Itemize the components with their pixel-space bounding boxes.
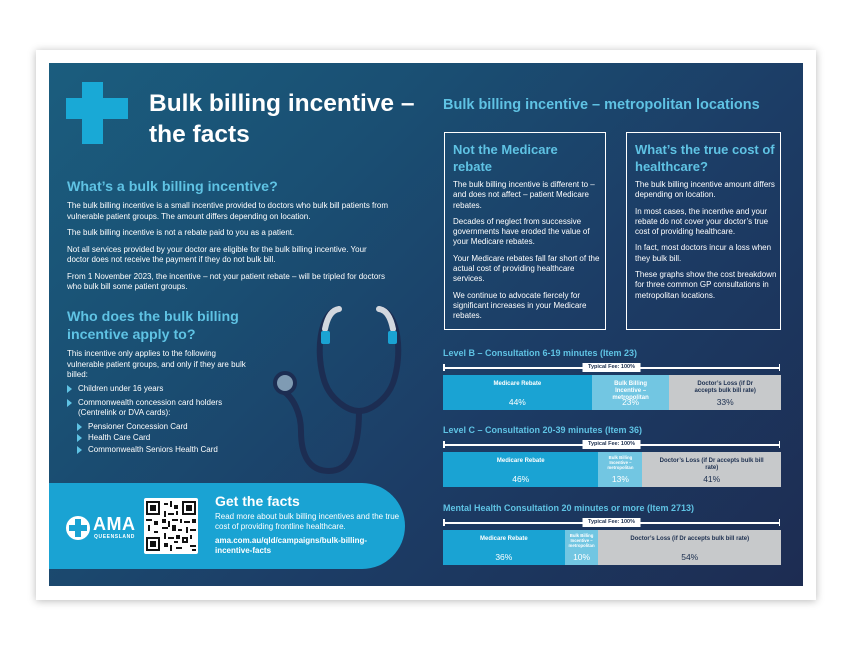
- fee-cap-left: [443, 364, 445, 371]
- stacked-bar: Medicare Rebate 44% Bulk Billing Incentive…: [443, 375, 781, 410]
- bar-segment-medicare-rebate: Medicare Rebate 36%: [443, 530, 565, 565]
- fee-cap-right: [778, 364, 780, 371]
- list-subitem: Commonwealth Seniors Health Card: [77, 445, 257, 456]
- bullet-triangle-icon: [77, 445, 82, 454]
- stacked-bar: Medicare Rebate 46% Bulk Billing Incentive…: [443, 452, 781, 487]
- paragraph: The bulk billing incentive is not a reba…: [67, 228, 295, 237]
- eligibility-list: Children under 16 years Commonwealth con…: [67, 384, 257, 456]
- page-title: Bulk billing incentive – the facts: [149, 90, 415, 148]
- info-box-true-cost: What’s the true cost of healthcare? The …: [626, 132, 781, 330]
- list-subitem: Health Care Card: [77, 433, 257, 444]
- segment-label: Bulk Billing Incentive – metropolitan: [607, 455, 634, 470]
- segment-value: 10%: [573, 552, 591, 562]
- segment-label: Medicare Rebate: [496, 458, 545, 464]
- get-the-facts-banner: AMA QUEENSLAND Get the facts Read more: [49, 483, 405, 569]
- list-item-label: Health Care Card: [88, 433, 151, 442]
- qr-code[interactable]: [144, 498, 198, 554]
- segment-value: 36%: [495, 552, 513, 562]
- segment-label: Medicare Rebate: [479, 536, 528, 542]
- bar-segment-medicare-rebate: Medicare Rebate 44%: [443, 375, 592, 410]
- list-item: Children under 16 years: [67, 384, 257, 395]
- chart-title: Level B – Consultation 6-19 minutes (Ite…: [443, 348, 638, 358]
- info-box-not-rebate: Not the Medicare rebate The bulk billing…: [444, 132, 606, 330]
- fee-cap-left: [443, 441, 445, 448]
- list-item-label: Commonwealth concession card holders (Ce…: [78, 397, 223, 418]
- segment-value: 44%: [508, 397, 526, 407]
- info-box-body: The bulk billing incentive amount differ…: [635, 180, 777, 307]
- paragraph: These graphs show the cost breakdown for…: [635, 270, 777, 300]
- list-item-label: Commonwealth Seniors Health Card: [88, 444, 218, 454]
- bar-segment-doctors-loss: Doctor’s Loss (if Dr accepts bulk bill r…: [598, 530, 781, 565]
- bar-segment-bulk-billing-incentive: Bulk Billing Incentive – metropolitan 23%: [591, 375, 670, 410]
- paragraph: Not all services provided by your doctor…: [67, 244, 367, 265]
- bar-segment-doctors-loss: Doctor’s Loss (if Dr accepts bulk bill r…: [669, 375, 781, 410]
- ama-logo-text: AMA: [93, 514, 136, 534]
- segment-label: Doctor’s Loss (if Dr accepts bulk bill r…: [630, 536, 750, 542]
- typical-fee-bracket: Typical Fee: 100%: [443, 518, 780, 527]
- segment-label: Medicare Rebate: [493, 381, 542, 387]
- paragraph: Your Medicare rebates fall far short of …: [453, 253, 600, 284]
- bullet-triangle-icon: [67, 398, 72, 407]
- medical-cross-icon-bar: [66, 98, 128, 119]
- segment-label: Bulk Billing Incentive – metropolitan: [612, 381, 649, 401]
- segment-value: 46%: [512, 474, 530, 484]
- bar-segment-bulk-billing-incentive: Bulk Billing Incentive – metropolitan 13%: [598, 452, 643, 487]
- section-heading-what: What’s a bulk billing incentive?: [67, 179, 278, 195]
- fee-cap-left: [443, 519, 445, 526]
- stacked-bar: Medicare Rebate 36% Bulk Billing Incentive…: [443, 530, 781, 565]
- paragraph: The bulk billing incentive amount differ…: [635, 180, 775, 200]
- chart-title: Level C – Consultation 20-39 minutes (It…: [443, 425, 643, 435]
- facts-text: Read more about bulk billing incentives …: [215, 512, 400, 531]
- section-intro-who: This incentive only applies to the follo…: [67, 349, 246, 379]
- paragraph: We continue to advocate fiercely for sig…: [453, 290, 587, 321]
- segment-label: Doctor’s Loss (if Dr accepts bulk bill r…: [694, 381, 756, 394]
- bullet-triangle-icon: [67, 385, 72, 393]
- bar-segment-bulk-billing-incentive: Bulk Billing Incentive – metropolitan 10%: [564, 530, 599, 565]
- section-body-what: The bulk billing incentive is a small in…: [67, 201, 389, 299]
- paragraph: In most cases, the incentive and your re…: [635, 206, 769, 237]
- segment-value: 41%: [703, 474, 721, 484]
- typical-fee-label: Typical Fee: 100%: [582, 363, 641, 372]
- chart-title: Mental Health Consultation 20 minutes or…: [443, 503, 695, 513]
- segment-label: Doctor’s Loss (if Dr accepts bulk bill r…: [659, 458, 764, 471]
- paragraph: In fact, most doctors incur a loss when …: [635, 243, 772, 263]
- bar-segment-doctors-loss: Doctor’s Loss (if Dr accepts bulk bill r…: [642, 452, 781, 487]
- info-box-heading: Not the Medicare rebate: [453, 142, 558, 174]
- segment-label: Bulk Billing Incentive – metropolitan: [568, 533, 595, 548]
- list-item-label: Pensioner Concession Card: [88, 421, 188, 431]
- paragraph: From 1 November 2023, the incentive – no…: [67, 271, 385, 292]
- fee-cap-right: [778, 519, 780, 526]
- bullet-triangle-icon: [77, 434, 82, 442]
- qr-code-icon: [146, 501, 196, 551]
- info-box-body: The bulk billing incentive is different …: [453, 180, 601, 328]
- ama-logo-icon: [66, 516, 90, 540]
- list-item: Commonwealth concession card holders (Ce…: [67, 398, 257, 419]
- list-item-label: Children under 16 years: [78, 384, 164, 393]
- poster: Bulk billing incentive – the facts What’…: [49, 63, 803, 586]
- bar-segment-medicare-rebate: Medicare Rebate 46%: [443, 452, 599, 487]
- segment-value: 23%: [622, 397, 640, 407]
- paragraph: The bulk billing incentive is a small in…: [67, 201, 389, 221]
- fee-cap-right: [778, 441, 780, 448]
- typical-fee-label: Typical Fee: 100%: [582, 440, 641, 449]
- right-section-title: Bulk billing incentive – metropolitan lo…: [443, 97, 760, 113]
- typical-fee-bracket: Typical Fee: 100%: [443, 440, 780, 449]
- typical-fee-bracket: Typical Fee: 100%: [443, 363, 780, 372]
- bullet-triangle-icon: [77, 422, 82, 431]
- stethoscope-icon: [273, 306, 402, 475]
- segment-value: 54%: [681, 552, 699, 562]
- segment-value: 33%: [716, 397, 734, 407]
- info-box-heading: What’s the true cost of healthcare?: [635, 142, 775, 174]
- typical-fee-label: Typical Fee: 100%: [582, 518, 641, 527]
- facts-heading: Get the facts: [215, 493, 300, 509]
- paragraph: The bulk billing incentive is different …: [453, 180, 595, 210]
- segment-value: 13%: [611, 474, 629, 484]
- paragraph: Decades of neglect from successive gover…: [453, 216, 590, 247]
- ama-logo-subtext: QUEENSLAND: [94, 534, 136, 540]
- section-heading-who: Who does the bulk billing incentive appl…: [67, 309, 239, 343]
- facts-url-link[interactable]: ama.com.au/qld/campaigns/bulk-billing-in…: [215, 536, 368, 555]
- list-subitem: Pensioner Concession Card: [77, 422, 257, 433]
